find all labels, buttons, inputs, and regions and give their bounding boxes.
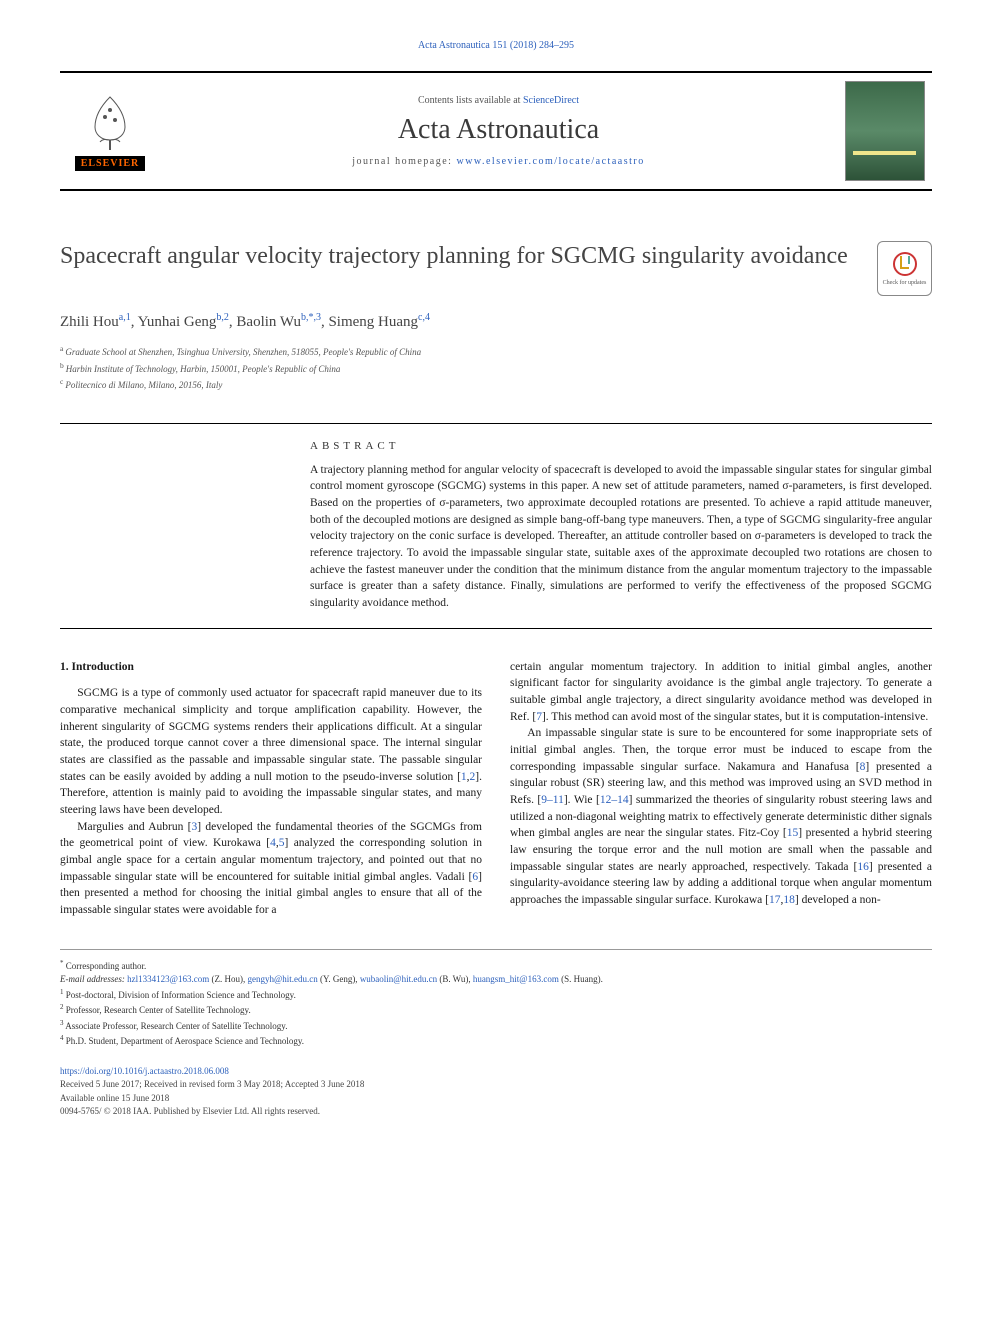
elsevier-logo: ELSEVIER xyxy=(60,73,160,189)
email-link[interactable]: huangsm_hit@163.com xyxy=(473,974,559,984)
contents-prefix: Contents lists available at xyxy=(418,95,523,106)
page: Acta Astronautica 151 (2018) 284–295 ELS… xyxy=(0,0,992,1149)
body-text-span: ]. Wie [ xyxy=(564,794,600,806)
email-link[interactable]: hzl1334123@163.com xyxy=(127,974,209,984)
journal-header-center: Contents lists available at ScienceDirec… xyxy=(160,73,837,189)
body-paragraph: Margulies and Aubrun [3] developed the f… xyxy=(60,819,482,919)
affiliations: aGraduate School at Shenzhen, Tsinghua U… xyxy=(60,343,932,393)
footnotes: * Corresponding author. E-mail addresses… xyxy=(60,949,932,1049)
body-text: 1. Introduction SGCMG is a type of commo… xyxy=(60,659,932,919)
abstract-heading: ABSTRACT xyxy=(310,440,932,452)
check-updates-badge[interactable]: Check for updates xyxy=(877,241,932,296)
contents-line: Contents lists available at ScienceDirec… xyxy=(418,95,579,106)
footnote-role: 4 Ph.D. Student, Department of Aerospace… xyxy=(60,1033,932,1049)
ref-link[interactable]: 16 xyxy=(857,861,869,873)
author-name: Yunhai Geng xyxy=(138,314,217,330)
abstract-text: A trajectory planning method for angular… xyxy=(310,462,932,612)
author-name: Zhili Hou xyxy=(60,314,119,330)
article-title: Spacecraft angular velocity trajectory p… xyxy=(60,241,857,272)
affiliation-text: Harbin Institute of Technology, Harbin, … xyxy=(66,364,341,374)
journal-cover-image xyxy=(845,81,925,181)
footnote-text: Post-doctoral, Division of Information S… xyxy=(66,990,296,1000)
body-paragraph: certain angular momentum trajectory. In … xyxy=(510,659,932,726)
body-text-span: ] developed a non- xyxy=(795,894,881,906)
top-citation: Acta Astronautica 151 (2018) 284–295 xyxy=(60,40,932,51)
email-link[interactable]: gengyh@hit.edu.cn xyxy=(247,974,317,984)
ref-link[interactable]: 9–11 xyxy=(541,794,564,806)
author-name: Baolin Wu xyxy=(236,314,301,330)
body-paragraph: An impassable singular state is sure to … xyxy=(510,725,932,908)
title-block: Spacecraft angular velocity trajectory p… xyxy=(60,241,932,296)
article-footer: https://doi.org/10.1016/j.actaastro.2018… xyxy=(60,1065,932,1119)
body-paragraph: SGCMG is a type of commonly used actuato… xyxy=(60,685,482,818)
elsevier-tree-icon xyxy=(75,92,145,152)
affiliation-text: Graduate School at Shenzhen, Tsinghua Un… xyxy=(65,347,421,357)
body-text-span: Margulies and Aubrun [ xyxy=(77,821,191,833)
footnote-corresponding: * Corresponding author. xyxy=(60,958,932,974)
body-text-span: ]. This method can avoid most of the sin… xyxy=(542,711,928,723)
homepage-prefix: journal homepage: xyxy=(352,156,456,167)
footnote-text: Corresponding author. xyxy=(66,961,147,971)
sciencedirect-link[interactable]: ScienceDirect xyxy=(523,95,579,106)
ref-link[interactable]: 18 xyxy=(783,894,795,906)
affiliation-text: Politecnico di Milano, Milano, 20156, It… xyxy=(65,380,222,390)
copyright-line: 0094-5765/ © 2018 IAA. Published by Else… xyxy=(60,1105,932,1119)
footnote-text: (B. Wu), xyxy=(437,974,473,984)
affiliation: cPolitecnico di Milano, Milano, 20156, I… xyxy=(60,376,932,393)
author-name: Simeng Huang xyxy=(328,314,418,330)
abstract-section: ABSTRACT A trajectory planning method fo… xyxy=(60,423,932,629)
footnote-emails: E-mail addresses: hzl1334123@163.com (Z.… xyxy=(60,973,932,987)
author-sup[interactable]: a,1 xyxy=(119,312,131,323)
received-dates: Received 5 June 2017; Received in revise… xyxy=(60,1078,932,1092)
author-sup[interactable]: b,*,3 xyxy=(301,312,321,323)
footnote-role: 1 Post-doctoral, Division of Information… xyxy=(60,987,932,1003)
homepage-line: journal homepage: www.elsevier.com/locat… xyxy=(352,156,644,167)
ref-link[interactable]: 15 xyxy=(787,827,799,839)
doi-link[interactable]: https://doi.org/10.1016/j.actaastro.2018… xyxy=(60,1066,229,1076)
journal-name: Acta Astronautica xyxy=(398,114,599,146)
author-sup[interactable]: b,2 xyxy=(216,312,229,323)
section-heading-intro: 1. Introduction xyxy=(60,659,482,676)
journal-header: ELSEVIER Contents lists available at Sci… xyxy=(60,71,932,191)
homepage-link[interactable]: www.elsevier.com/locate/actaastro xyxy=(456,156,644,167)
affiliation: aGraduate School at Shenzhen, Tsinghua U… xyxy=(60,343,932,360)
affiliation: bHarbin Institute of Technology, Harbin,… xyxy=(60,360,932,377)
email-link[interactable]: wubaolin@hit.edu.cn xyxy=(360,974,437,984)
footnote-role: 3 Associate Professor, Research Center o… xyxy=(60,1018,932,1034)
footnote-text: (S. Huang). xyxy=(559,974,603,984)
footnote-text: Associate Professor, Research Center of … xyxy=(65,1021,287,1031)
author-list: Zhili Houa,1, Yunhai Gengb,2, Baolin Wub… xyxy=(60,312,932,331)
footnote-text: (Z. Hou), xyxy=(209,974,247,984)
ref-link[interactable]: 12–14 xyxy=(600,794,629,806)
check-updates-label: Check for updates xyxy=(883,280,927,286)
elsevier-brand-label: ELSEVIER xyxy=(75,156,146,171)
footnote-text: (Y. Geng), xyxy=(318,974,360,984)
available-online: Available online 15 June 2018 xyxy=(60,1092,932,1106)
ref-link[interactable]: 17 xyxy=(769,894,781,906)
footnote-text: Ph.D. Student, Department of Aerospace S… xyxy=(66,1036,304,1046)
journal-cover xyxy=(837,73,932,189)
author-sup[interactable]: c,4 xyxy=(418,312,430,323)
footnote-text: Professor, Research Center of Satellite … xyxy=(66,1005,251,1015)
body-text-span: SGCMG is a type of commonly used actuato… xyxy=(60,687,482,782)
check-updates-icon xyxy=(892,251,918,277)
footnote-label: E-mail addresses: xyxy=(60,974,127,984)
footnote-role: 2 Professor, Research Center of Satellit… xyxy=(60,1002,932,1018)
